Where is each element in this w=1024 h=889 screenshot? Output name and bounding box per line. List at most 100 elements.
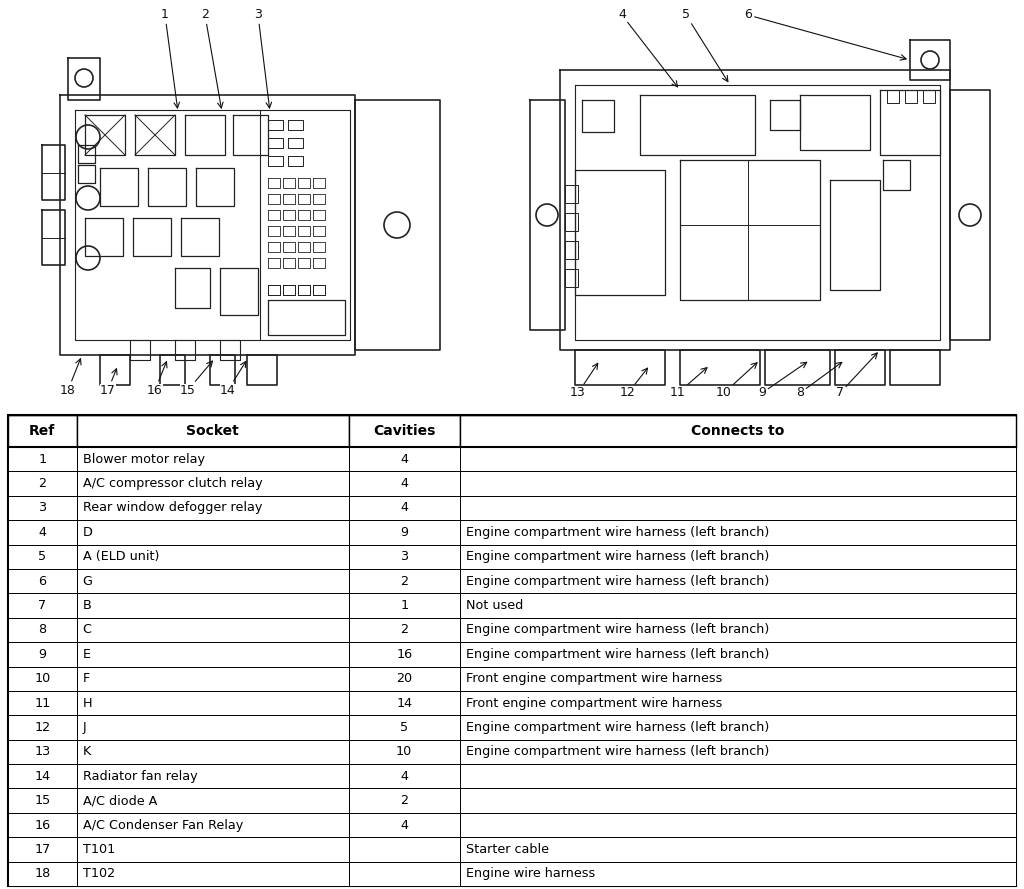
Bar bbox=[460, 520, 1016, 545]
Text: 18: 18 bbox=[34, 868, 50, 880]
Text: 14: 14 bbox=[220, 362, 246, 396]
Text: 16: 16 bbox=[147, 362, 167, 396]
Bar bbox=[349, 447, 460, 471]
Bar bbox=[77, 447, 349, 471]
Text: F: F bbox=[83, 672, 90, 685]
Text: 11: 11 bbox=[670, 368, 707, 399]
Bar bbox=[460, 764, 1016, 789]
Text: Engine compartment wire harness (left branch): Engine compartment wire harness (left br… bbox=[466, 623, 769, 637]
Text: 3: 3 bbox=[400, 550, 409, 564]
Bar bbox=[460, 496, 1016, 520]
Text: G: G bbox=[83, 574, 92, 588]
Text: 4: 4 bbox=[400, 477, 409, 490]
Bar bbox=[349, 520, 460, 545]
Text: 15: 15 bbox=[180, 361, 212, 396]
Text: 2: 2 bbox=[400, 623, 409, 637]
Bar bbox=[460, 642, 1016, 667]
Bar bbox=[349, 593, 460, 618]
Bar bbox=[349, 861, 460, 886]
Bar bbox=[8, 593, 77, 618]
Bar bbox=[8, 789, 77, 813]
Bar bbox=[460, 789, 1016, 813]
Bar bbox=[8, 716, 77, 740]
Bar bbox=[8, 545, 77, 569]
Text: 13: 13 bbox=[34, 745, 50, 758]
Bar bbox=[460, 447, 1016, 471]
Text: Blower motor relay: Blower motor relay bbox=[83, 453, 205, 466]
Bar bbox=[8, 447, 77, 471]
Text: 14: 14 bbox=[34, 770, 50, 782]
Bar bbox=[349, 569, 460, 593]
Bar bbox=[77, 740, 349, 764]
Text: Engine compartment wire harness (left branch): Engine compartment wire harness (left br… bbox=[466, 550, 769, 564]
Text: 12: 12 bbox=[621, 368, 647, 399]
Bar bbox=[77, 837, 349, 861]
Bar bbox=[8, 740, 77, 764]
Bar bbox=[349, 642, 460, 667]
Bar bbox=[77, 642, 349, 667]
Bar bbox=[77, 691, 349, 716]
Bar bbox=[460, 618, 1016, 642]
Text: 17: 17 bbox=[34, 843, 50, 856]
Text: 2: 2 bbox=[400, 794, 409, 807]
Text: 10: 10 bbox=[716, 363, 757, 399]
Text: 5: 5 bbox=[400, 721, 409, 734]
Bar bbox=[77, 471, 349, 496]
Bar bbox=[77, 496, 349, 520]
Text: 16: 16 bbox=[396, 648, 413, 661]
Bar bbox=[460, 837, 1016, 861]
Text: A/C compressor clutch relay: A/C compressor clutch relay bbox=[83, 477, 262, 490]
Text: 5: 5 bbox=[682, 9, 728, 82]
Text: 14: 14 bbox=[396, 697, 413, 709]
Text: 2: 2 bbox=[201, 9, 223, 108]
Bar bbox=[77, 861, 349, 886]
Text: 12: 12 bbox=[34, 721, 50, 734]
Text: Engine compartment wire harness (left branch): Engine compartment wire harness (left br… bbox=[466, 574, 769, 588]
Text: Rear window defogger relay: Rear window defogger relay bbox=[83, 501, 262, 515]
Bar bbox=[460, 593, 1016, 618]
Bar bbox=[460, 471, 1016, 496]
Bar bbox=[77, 667, 349, 691]
Text: E: E bbox=[83, 648, 90, 661]
Text: D: D bbox=[83, 526, 92, 539]
Text: Not used: Not used bbox=[466, 599, 523, 612]
Bar bbox=[8, 415, 1016, 886]
Text: A/C diode A: A/C diode A bbox=[83, 794, 157, 807]
Bar bbox=[77, 545, 349, 569]
Text: 2: 2 bbox=[400, 574, 409, 588]
Bar bbox=[77, 593, 349, 618]
Bar bbox=[349, 716, 460, 740]
Text: Engine compartment wire harness (left branch): Engine compartment wire harness (left br… bbox=[466, 526, 769, 539]
Bar bbox=[349, 496, 460, 520]
Text: A/C Condenser Fan Relay: A/C Condenser Fan Relay bbox=[83, 819, 243, 831]
Text: 9: 9 bbox=[758, 363, 807, 399]
Bar bbox=[8, 496, 77, 520]
Text: 11: 11 bbox=[34, 697, 50, 709]
Text: 13: 13 bbox=[570, 364, 598, 399]
Text: Ref: Ref bbox=[29, 424, 55, 438]
Bar bbox=[349, 837, 460, 861]
Bar bbox=[8, 520, 77, 545]
Text: 1: 1 bbox=[400, 599, 409, 612]
Text: 9: 9 bbox=[400, 526, 409, 539]
Bar bbox=[8, 415, 77, 447]
Bar bbox=[460, 813, 1016, 837]
Bar bbox=[77, 764, 349, 789]
Bar bbox=[8, 861, 77, 886]
Bar bbox=[8, 764, 77, 789]
Bar bbox=[349, 813, 460, 837]
Bar bbox=[8, 837, 77, 861]
Bar bbox=[8, 691, 77, 716]
Text: Starter cable: Starter cable bbox=[466, 843, 549, 856]
Text: 8: 8 bbox=[38, 623, 46, 637]
Text: 9: 9 bbox=[38, 648, 46, 661]
Text: T101: T101 bbox=[83, 843, 115, 856]
Text: 3: 3 bbox=[38, 501, 46, 515]
Bar bbox=[349, 545, 460, 569]
Text: 4: 4 bbox=[400, 819, 409, 831]
Text: 16: 16 bbox=[34, 819, 50, 831]
Text: 4: 4 bbox=[38, 526, 46, 539]
Bar bbox=[77, 569, 349, 593]
Text: Cavities: Cavities bbox=[373, 424, 435, 438]
Text: 10: 10 bbox=[34, 672, 50, 685]
